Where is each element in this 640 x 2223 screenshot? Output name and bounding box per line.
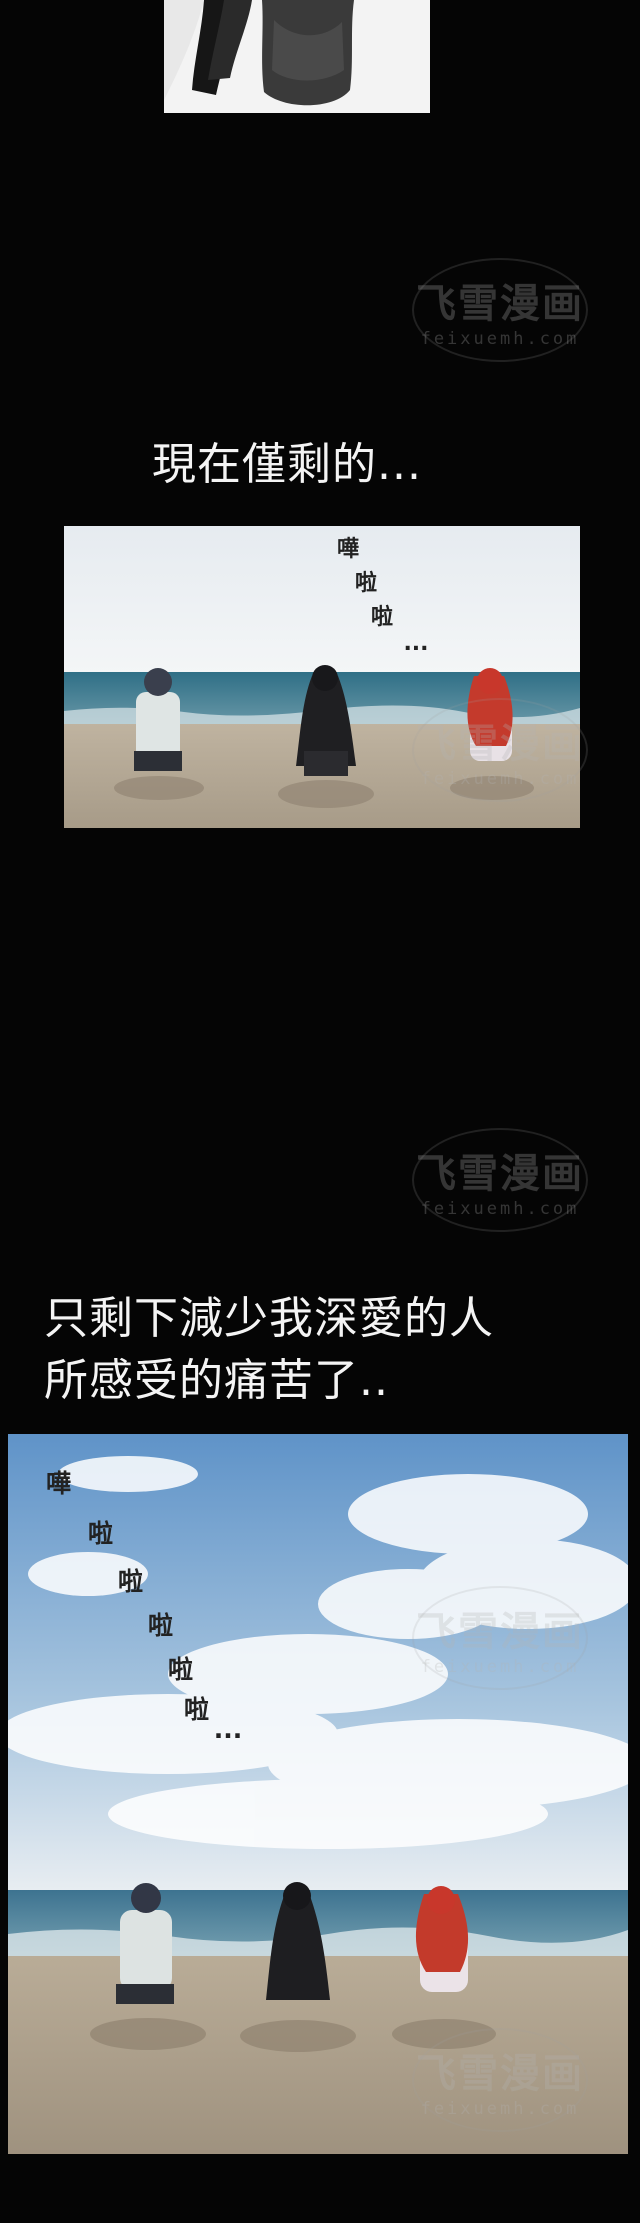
wave-sfx-char: 啦 [370, 605, 393, 630]
watermark-logo: 飞雪漫画 feixuemh.com [400, 690, 600, 810]
wave-sfx-char: 啦 [148, 1611, 174, 1640]
wave-sfx-char: 嘩 [46, 1469, 72, 1498]
watermark-logo: 飞雪漫画 feixuemh.com [400, 2020, 600, 2140]
beach-panel-small: 嘩 啦 啦 ... [64, 526, 580, 828]
beach-scene-illustration [8, 1434, 628, 2154]
wave-sfx-char: 啦 [168, 1655, 194, 1684]
wave-sfx-dots: ... [403, 631, 429, 656]
wave-sfx-char: 啦 [184, 1695, 210, 1724]
dark-haired-figure-illustration [164, 0, 430, 113]
wave-sfx-char: 嘩 [336, 537, 359, 562]
beach-panel-large: 嘩 啦 啦 啦 啦 啦 ... [8, 1434, 628, 2154]
watermark-logo: 飞雪漫画 feixuemh.com [400, 250, 600, 370]
narration-caption-2: 只剩下減少我深愛的人 [44, 1293, 494, 1344]
watermark-logo: 飞雪漫画 feixuemh.com [400, 1578, 600, 1698]
watermark-logo: 飞雪漫画 feixuemh.com [400, 1120, 600, 1240]
wave-sfx-char: 啦 [118, 1567, 144, 1596]
wave-sfx-char: 啦 [88, 1519, 114, 1548]
narration-caption-3: 所感受的痛苦了.. [44, 1355, 389, 1406]
narration-caption-1: 現在僅剩的... [152, 439, 422, 490]
wave-sfx-char: 啦 [354, 571, 377, 596]
top-comic-panel [164, 0, 430, 113]
wave-sfx-dots: ... [213, 1715, 243, 1744]
